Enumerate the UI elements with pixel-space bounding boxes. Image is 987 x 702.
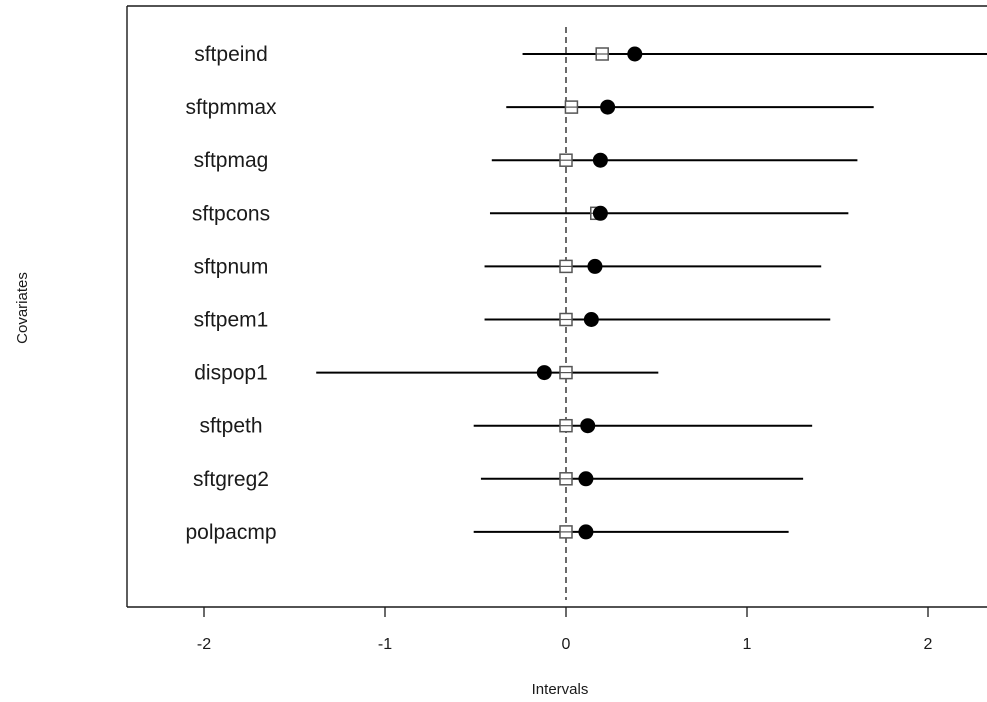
filled-circle-marker bbox=[587, 258, 603, 274]
covariate-label: sftpeind bbox=[194, 43, 268, 66]
filled-circle-marker bbox=[536, 365, 552, 381]
x-tick-label: -1 bbox=[378, 636, 392, 653]
x-tick-label: -2 bbox=[197, 636, 211, 653]
x-tick-label: 0 bbox=[562, 636, 571, 653]
filled-circle-marker bbox=[583, 312, 599, 327]
filled-circle-marker bbox=[592, 205, 608, 221]
x-axis: -2 -1 0 1 2 bbox=[197, 607, 933, 653]
filled-circle-marker bbox=[600, 99, 616, 115]
filled-circle-marker bbox=[627, 46, 643, 62]
point-markers bbox=[536, 46, 643, 540]
filled-circle-marker bbox=[592, 152, 608, 168]
covariate-label: sftpmmax bbox=[185, 96, 277, 119]
covariate-label: polpacmp bbox=[185, 521, 276, 544]
interval-lines bbox=[316, 53, 987, 533]
covariate-label: sftpmag bbox=[194, 149, 269, 172]
covariate-labels: sftpeind sftpmmax sftpmag sftpcons sftpnum sf… bbox=[185, 43, 277, 544]
covariate-label: sftpem1 bbox=[194, 309, 269, 332]
filled-circle-marker bbox=[580, 418, 596, 434]
covariate-label: sftpnum bbox=[194, 255, 269, 278]
filled-circle-marker bbox=[578, 471, 594, 487]
covariate-label: sftpeth bbox=[199, 415, 262, 438]
y-axis-title: Covariates bbox=[14, 272, 31, 344]
covariate-label: sftpcons bbox=[192, 202, 270, 225]
covariate-label: sftgreg2 bbox=[193, 468, 269, 491]
x-axis-title: Intervals bbox=[532, 681, 589, 698]
covariate-label: dispop1 bbox=[194, 362, 268, 385]
x-tick-label: 1 bbox=[743, 636, 752, 653]
filled-circle-marker bbox=[578, 524, 594, 540]
plot-frame bbox=[126, 5, 987, 608]
x-tick-label: 2 bbox=[924, 636, 933, 653]
